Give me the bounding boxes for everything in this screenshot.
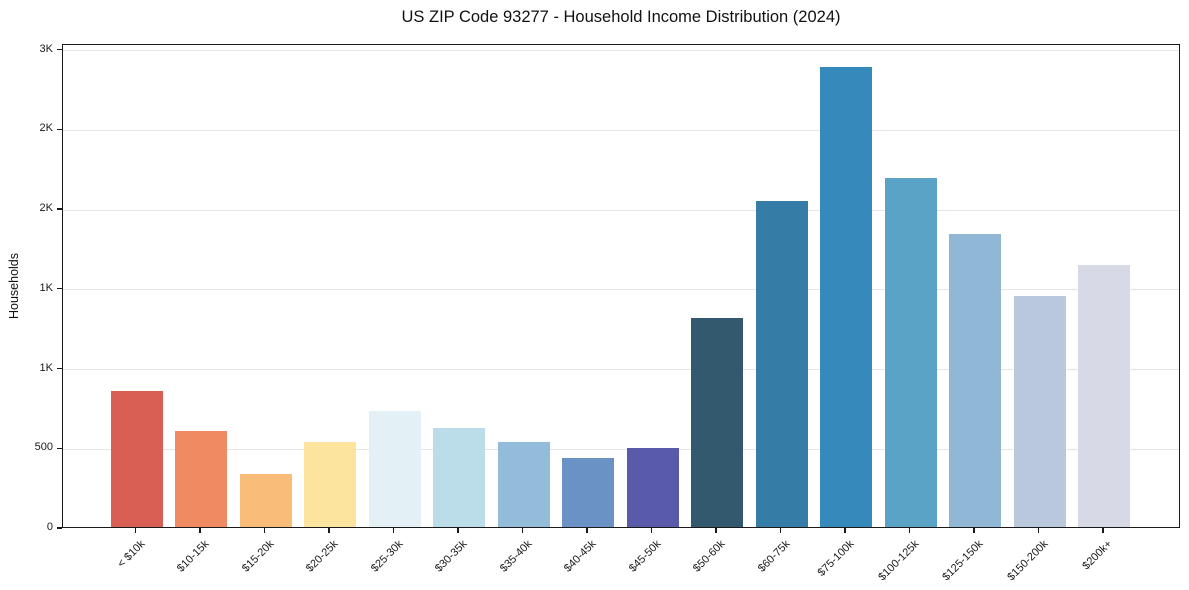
x-tick [779,528,782,533]
y-tick [57,367,62,370]
y-tick-label: 2K [39,122,53,135]
bar [820,66,872,527]
bar [497,441,550,527]
y-gridline [63,448,1179,450]
bar [368,410,421,527]
x-tick [908,528,911,533]
x-tick [199,528,201,533]
bar [304,441,356,527]
y-gridline [63,369,1179,371]
y-tick [57,128,62,130]
x-tick [586,528,588,533]
x-tick [263,528,266,533]
x-tick [844,528,846,533]
bar [433,428,485,527]
x-tick [134,528,137,533]
y-tick-label: 0 [46,521,53,533]
y-tick-label: 3K [39,42,53,55]
x-tick-label: < $10k [114,538,147,571]
y-gridline [63,209,1179,211]
x-tick [1102,528,1104,533]
chart-title: US ZIP Code 93277 - Household Income Dis… [401,8,841,26]
y-tick-label: 1K [39,281,53,294]
bar [626,448,679,527]
y-tick-label: 1K [39,361,53,374]
y-gridline [63,50,1179,52]
plot-area [62,44,1180,528]
x-tick [1037,528,1040,533]
y-tick [57,527,62,529]
bar [949,233,1001,527]
bar [1013,295,1066,527]
bar [884,177,937,527]
y-tick-label: 500 [34,441,53,454]
bar [110,390,163,527]
x-tick [328,528,330,533]
y-tick [57,288,62,290]
y-tick-label: 2K [39,202,53,215]
x-tick [457,528,459,533]
bar [239,473,292,527]
bar [562,457,614,527]
x-tick [521,528,524,533]
x-tick [715,528,717,533]
bar [175,430,227,527]
y-gridline [63,289,1179,291]
y-tick [57,447,62,449]
y-tick [57,208,62,210]
y-gridline [63,129,1179,131]
bar [755,200,808,527]
y-tick [57,48,62,51]
bar [691,318,743,527]
x-tick [650,528,653,533]
bar [1078,265,1130,527]
x-tick [973,528,975,533]
x-tick [392,528,395,533]
